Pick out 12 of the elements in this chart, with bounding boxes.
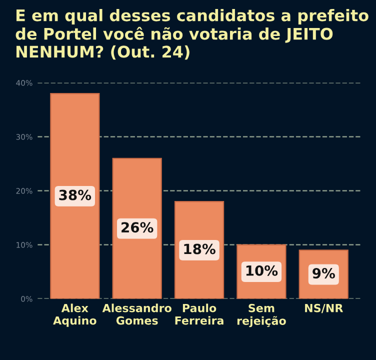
data-label: 18% [184,244,216,254]
data-label: 26% [122,222,154,233]
x-tick-label: Alex Aquino [53,304,96,327]
x-tick-label: Paulo Ferreira [175,304,224,325]
x-tick-label: NS/NR [305,304,344,314]
data-label: 10% [246,265,278,276]
data-label: 38% [59,190,92,200]
x-tick-label: Sem rejeição [237,304,286,328]
data-label: 9% [312,268,335,279]
x-tick-label: Alessandro Gomes [102,304,172,325]
chart-title: E em qual desses candidatos a prefeito de Portel você não votaria de JEITO NENHUM? (Out. 24) [16,9,368,60]
bar [50,93,100,299]
